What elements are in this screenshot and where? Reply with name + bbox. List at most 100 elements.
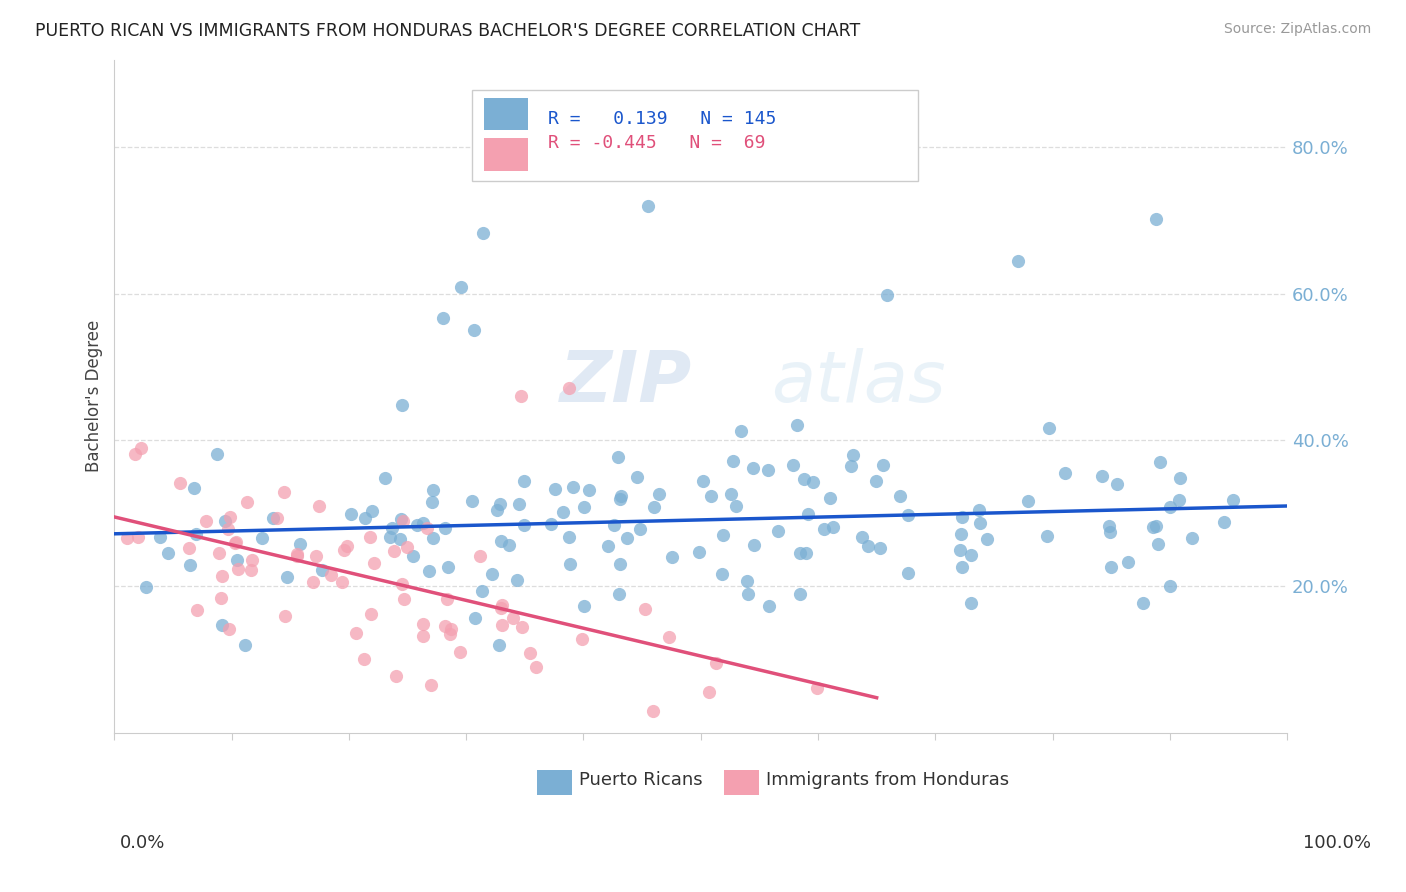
Point: [865, 474, 887, 488]
Point: [439, 626, 461, 640]
Point: [813, 522, 835, 536]
Point: [491, 617, 513, 632]
Point: [308, 499, 330, 513]
Point: [789, 586, 811, 600]
Point: [186, 603, 208, 617]
Point: [721, 454, 744, 468]
Point: [540, 516, 562, 531]
Point: [950, 559, 973, 574]
Point: [209, 591, 232, 605]
Point: [502, 611, 524, 625]
Point: [1091, 468, 1114, 483]
Point: [1116, 555, 1139, 569]
Point: [1146, 212, 1168, 227]
Point: [236, 495, 259, 509]
Point: [273, 484, 295, 499]
Point: [224, 536, 246, 550]
Point: [287, 549, 309, 564]
Point: [510, 620, 533, 634]
Point: [1132, 596, 1154, 610]
Point: [976, 532, 998, 546]
Point: [1054, 467, 1077, 481]
Point: [489, 533, 512, 548]
Text: atlas: atlas: [770, 348, 946, 417]
Point: [382, 544, 405, 558]
Point: [969, 516, 991, 530]
Point: [129, 441, 152, 455]
Point: [699, 684, 721, 698]
Point: [637, 199, 659, 213]
Point: [508, 497, 530, 511]
Text: Immigrants from Honduras: Immigrants from Honduras: [766, 771, 1010, 789]
Point: [544, 482, 567, 496]
Point: [169, 475, 191, 490]
Point: [250, 531, 273, 545]
Point: [419, 677, 441, 691]
Point: [273, 608, 295, 623]
Point: [288, 537, 311, 551]
Point: [239, 563, 262, 577]
Point: [266, 511, 288, 525]
Point: [513, 475, 536, 489]
Point: [959, 596, 981, 610]
Point: [558, 530, 581, 544]
Point: [214, 514, 236, 528]
Point: [302, 574, 325, 589]
Point: [950, 509, 973, 524]
Point: [1213, 516, 1236, 530]
Point: [395, 540, 418, 554]
Text: R =   0.139   N = 145: R = 0.139 N = 145: [548, 110, 776, 128]
Point: [418, 564, 440, 578]
Point: [602, 517, 624, 532]
Point: [233, 638, 256, 652]
Point: [1222, 493, 1244, 508]
Point: [470, 549, 492, 563]
Point: [1098, 525, 1121, 540]
Point: [1144, 518, 1167, 533]
Point: [1105, 476, 1128, 491]
Point: [391, 399, 413, 413]
Point: [177, 541, 200, 555]
Point: [782, 458, 804, 472]
Point: [558, 557, 581, 571]
Point: [897, 508, 920, 522]
Point: [1007, 254, 1029, 268]
Point: [359, 531, 381, 545]
Point: [735, 574, 758, 588]
Point: [737, 587, 759, 601]
Point: [596, 539, 619, 553]
Point: [806, 681, 828, 695]
Point: [524, 660, 547, 674]
Point: [184, 527, 207, 541]
Point: [392, 591, 415, 606]
Point: [491, 598, 513, 612]
Point: [412, 629, 434, 643]
Point: [949, 542, 972, 557]
Point: [124, 447, 146, 461]
Point: [218, 522, 240, 536]
Point: [661, 549, 683, 564]
Point: [135, 580, 157, 594]
Point: [240, 553, 263, 567]
Point: [226, 553, 249, 567]
Bar: [724, 770, 759, 796]
Point: [742, 538, 765, 552]
Point: [262, 510, 284, 524]
Point: [471, 227, 494, 241]
Point: [391, 577, 413, 591]
Text: ZIP: ZIP: [560, 348, 692, 417]
Text: 100.0%: 100.0%: [1303, 834, 1371, 852]
Point: [420, 495, 443, 509]
Point: [1181, 531, 1204, 545]
Point: [876, 288, 898, 302]
Point: [1159, 500, 1181, 515]
Point: [225, 534, 247, 549]
Point: [562, 480, 585, 494]
Point: [794, 546, 817, 560]
Point: [336, 539, 359, 553]
Point: [711, 528, 734, 542]
Text: 0.0%: 0.0%: [120, 834, 165, 852]
Point: [436, 560, 458, 574]
Point: [489, 498, 512, 512]
Point: [1168, 471, 1191, 485]
